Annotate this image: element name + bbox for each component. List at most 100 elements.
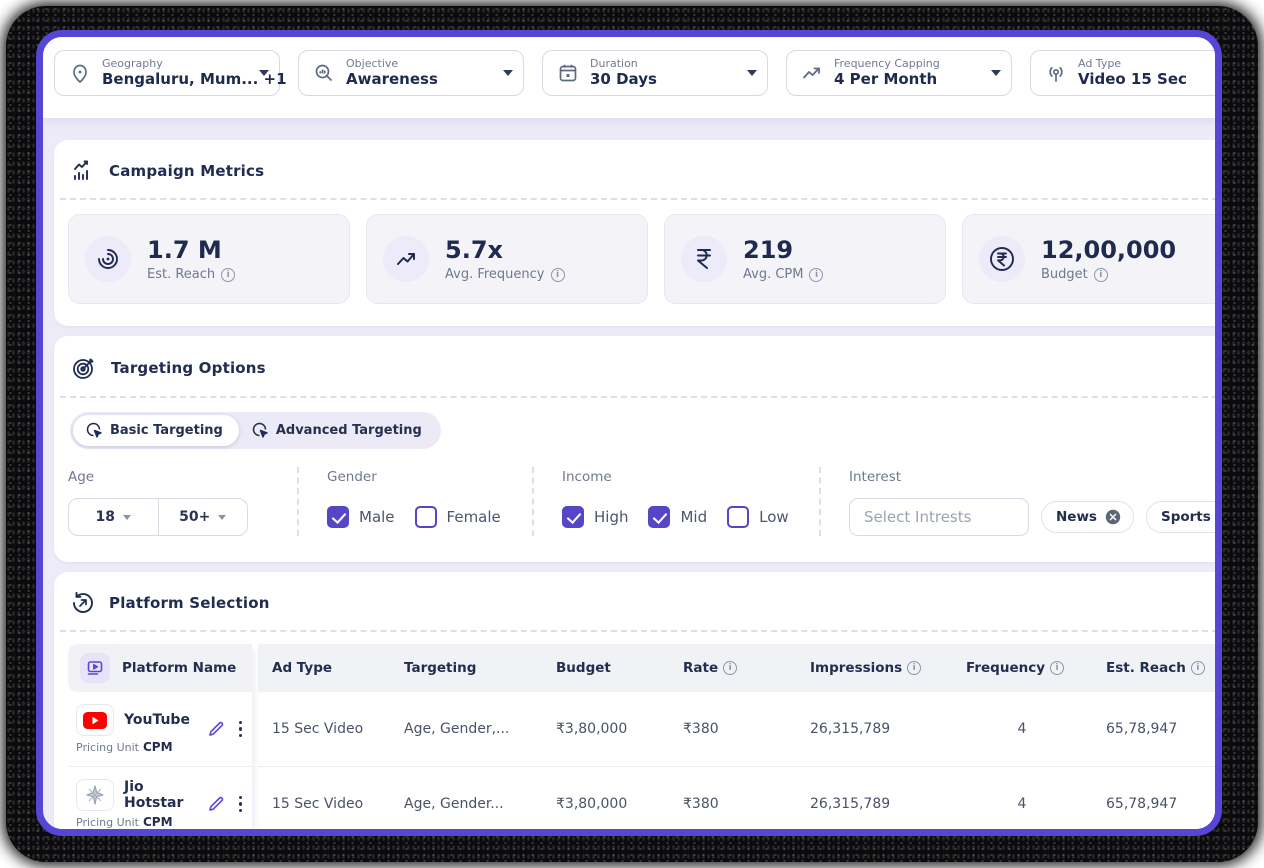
filter-label: Geography xyxy=(102,57,163,71)
column-label: Impressions xyxy=(810,660,903,676)
duration-filter-dropdown[interactable]: Duration 30 Days xyxy=(542,50,768,96)
rate-cell: ₹380 xyxy=(683,721,719,737)
info-icon[interactable] xyxy=(1093,267,1108,282)
pricing-unit: Pricing Unit CPM xyxy=(76,740,173,754)
column-label: Ad Type xyxy=(272,660,333,676)
table-row-platform-jio-hotstar[interactable]: Jio Hotstar Pricing Unit CPM xyxy=(68,767,252,829)
column-label: Budget xyxy=(556,660,611,676)
interest-group: Interest News Sports xyxy=(819,467,1222,536)
geography-filter-dropdown[interactable]: Geography Bengaluru, Mum... +1 xyxy=(54,50,287,96)
frequency-cell: 4 xyxy=(1017,721,1027,737)
monitor-play-icon xyxy=(80,653,110,683)
location-pin-icon xyxy=(67,60,93,86)
platform-selection-card: Platform Selection xyxy=(54,572,1215,829)
objective-filter-dropdown[interactable]: Objective Awareness xyxy=(298,50,524,96)
interest-select-input[interactable] xyxy=(849,498,1029,536)
pricing-unit: Pricing Unit CPM xyxy=(76,815,173,829)
filter-label: Duration xyxy=(590,57,638,71)
ad-type-filter-dropdown[interactable]: Ad Type Video 15 Sec xyxy=(1030,50,1215,96)
info-icon[interactable] xyxy=(809,267,824,282)
section-title: Campaign Metrics xyxy=(109,162,265,180)
metric-label: Avg. Frequency xyxy=(445,267,545,283)
info-icon[interactable] xyxy=(221,267,236,282)
info-icon[interactable] xyxy=(907,661,922,675)
tab-advanced-targeting[interactable]: Advanced Targeting xyxy=(239,415,438,446)
divider xyxy=(60,630,1215,632)
age-to-dropdown[interactable]: 50+ xyxy=(157,499,248,535)
filter-label: Ad Type xyxy=(1078,57,1122,71)
metric-avg-frequency: 5.7x Avg. Frequency xyxy=(366,214,648,304)
info-icon[interactable] xyxy=(723,661,738,675)
info-icon[interactable] xyxy=(1190,661,1205,675)
table-row-platform-youtube[interactable]: YouTube Pricing Unit CPM xyxy=(68,692,252,767)
metric-est-reach: 1.7 M Est. Reach xyxy=(68,214,350,304)
metric-value: 12,00,000 xyxy=(1041,235,1177,264)
chip-remove-icon[interactable] xyxy=(1219,509,1222,525)
column-label: Platform Name xyxy=(122,660,237,676)
checkbox-male[interactable]: Male xyxy=(327,506,395,528)
platform-table-fixed-column: Platform Name YouTube xyxy=(68,644,252,829)
budget-cell: ₹3,80,000 xyxy=(556,721,628,737)
kebab-menu-icon[interactable] xyxy=(235,794,247,815)
checkbox-income-mid[interactable]: Mid xyxy=(648,506,707,528)
youtube-logo-icon xyxy=(76,704,114,736)
checkbox-income-high[interactable]: High xyxy=(562,506,628,528)
checkbox-unchecked-icon xyxy=(727,506,750,528)
tab-basic-targeting[interactable]: Basic Targeting xyxy=(73,415,239,446)
checkbox-unchecked-icon xyxy=(414,506,437,528)
info-icon[interactable] xyxy=(550,267,565,282)
table-header-row: Ad Type Targeting Budget Rate Impression… xyxy=(258,644,1215,692)
checkbox-female[interactable]: Female xyxy=(414,506,501,528)
calendar-icon xyxy=(555,60,581,86)
age-label: Age xyxy=(68,469,95,485)
column-label: Targeting xyxy=(404,660,477,676)
column-label: Rate xyxy=(683,660,719,676)
filter-value: Bengaluru, Mum... +1 xyxy=(102,69,287,88)
table-row-values-youtube[interactable]: 15 Sec Video Age, Gender,... ₹3,80,000 ₹… xyxy=(258,692,1215,767)
chip-remove-icon[interactable] xyxy=(1105,509,1121,525)
section-title: Targeting Options xyxy=(111,359,266,377)
impressions-cell: 26,315,789 xyxy=(810,796,891,812)
est-reach-cell: 65,78,947 xyxy=(1106,796,1178,812)
metric-budget: 12,00,000 Budget xyxy=(962,214,1215,304)
income-label: Income xyxy=(562,469,612,485)
age-from-dropdown[interactable]: 18 xyxy=(69,499,158,535)
trending-up-icon xyxy=(383,236,429,282)
metric-value: 219 xyxy=(743,235,794,264)
platform-table: Platform Name YouTube xyxy=(54,632,1215,829)
ad-type-cell: 15 Sec Video xyxy=(272,796,364,812)
frequency-capping-filter-dropdown[interactable]: Frequency Capping 4 Per Month xyxy=(786,50,1012,96)
rotate-refresh-icon xyxy=(70,590,96,616)
targeting-cell: Age, Gender,... xyxy=(404,721,510,737)
chevron-down-icon xyxy=(218,514,227,520)
metric-tiles: 1.7 M Est. Reach 5.7x xyxy=(54,200,1215,326)
edit-pencil-icon[interactable] xyxy=(205,793,227,815)
filter-label: Objective xyxy=(346,57,399,71)
page-content: Campaign Metrics 1.7 M xyxy=(43,118,1215,829)
est-reach-cell: 65,78,947 xyxy=(1106,721,1178,737)
kebab-menu-icon[interactable] xyxy=(235,719,247,740)
rate-cell: ₹380 xyxy=(683,796,719,812)
frequency-cell: 4 xyxy=(1017,796,1027,812)
metric-avg-cpm: 219 Avg. CPM xyxy=(664,214,946,304)
divider xyxy=(60,198,1215,200)
filter-label: Frequency Capping xyxy=(834,57,940,71)
metric-label: Avg. CPM xyxy=(743,267,804,283)
filter-value: 4 Per Month xyxy=(834,69,938,88)
ad-type-cell: 15 Sec Video xyxy=(272,721,364,737)
info-icon[interactable] xyxy=(1050,661,1065,675)
table-row-values-jio-hotstar[interactable]: 15 Sec Video Age, Gender... ₹3,80,000 ₹3… xyxy=(258,767,1215,829)
checkbox-income-low[interactable]: Low xyxy=(727,506,789,528)
filter-value: Awareness xyxy=(346,69,438,88)
interest-label: Interest xyxy=(849,469,902,485)
campaign-metrics-card: Campaign Metrics 1.7 M xyxy=(54,140,1215,326)
targeting-form: Age 18 50+ Ge xyxy=(54,451,1222,562)
metric-value: 5.7x xyxy=(445,235,503,264)
age-group: Age 18 50+ xyxy=(68,467,297,536)
campaign-metrics-icon xyxy=(70,158,96,184)
edit-pencil-icon[interactable] xyxy=(205,718,227,740)
checkbox-checked-icon xyxy=(327,506,349,528)
chevron-down-icon xyxy=(503,70,513,76)
section-title: Platform Selection xyxy=(109,594,270,612)
budget-cell: ₹3,80,000 xyxy=(556,796,628,812)
